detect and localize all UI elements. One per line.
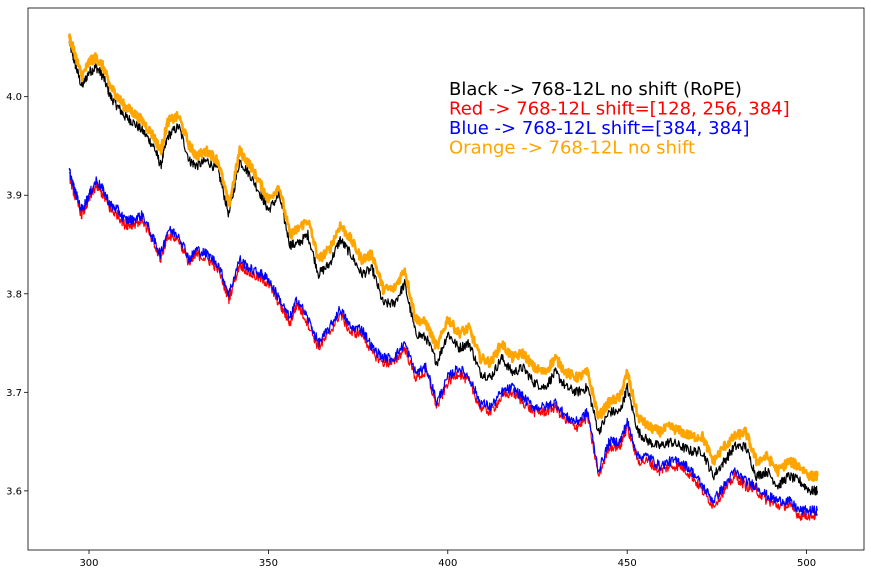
legend-entry-2: Red -> 768-12L shift=[128, 256, 384] xyxy=(449,99,790,120)
legend: Black -> 768-12L no shift (RoPE)Red -> 7… xyxy=(449,79,790,159)
y-axis: 3.6 3.7 3.8 3.9 4.0 xyxy=(6,92,28,497)
legend-entry-1: Black -> 768-12L no shift (RoPE) xyxy=(449,79,742,100)
x-axis: 300 350 400 450 500 xyxy=(79,550,816,569)
x-tick-label: 350 xyxy=(259,558,278,569)
series-line-1 xyxy=(68,40,818,496)
x-tick-label: 450 xyxy=(618,558,637,569)
series-layer xyxy=(68,33,819,521)
legend-entry-3: Blue -> 768-12L shift=[384, 384] xyxy=(449,118,750,139)
x-tick-label: 400 xyxy=(438,558,457,569)
plot-area-frame xyxy=(27,7,865,551)
y-tick-label: 3.6 xyxy=(6,486,22,497)
series-line-4 xyxy=(68,168,818,517)
y-tick-label: 3.7 xyxy=(6,388,22,399)
y-tick-label: 3.8 xyxy=(6,289,22,300)
legend-entry-4: Orange -> 768-12L no shift xyxy=(449,138,695,159)
x-tick-label: 500 xyxy=(797,558,816,569)
x-tick-label: 300 xyxy=(79,558,98,569)
y-tick-label: 3.9 xyxy=(6,191,22,202)
y-tick-label: 4.0 xyxy=(6,92,22,103)
series-line-2 xyxy=(68,33,819,483)
